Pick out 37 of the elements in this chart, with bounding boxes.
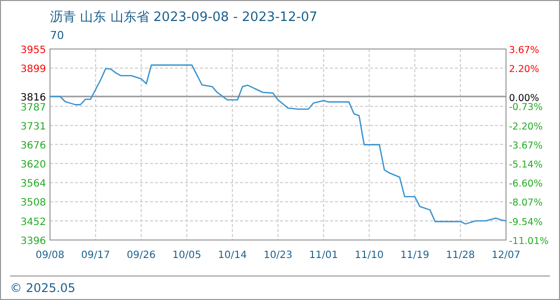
y-tick-label: 3787 xyxy=(20,102,46,114)
y-tick-label: 3620 xyxy=(20,159,46,170)
y-tick-label: 3452 xyxy=(20,216,46,228)
y-tick-label: 3396 xyxy=(20,236,46,247)
y2-tick-label: 2.20% xyxy=(509,64,540,76)
x-tick-label: 09/08 xyxy=(36,250,64,261)
y2-tick-label: -3.67% xyxy=(509,140,543,152)
y-tick-label: 3564 xyxy=(20,178,46,190)
y-tick-label: 3816 xyxy=(20,92,46,104)
y2-tick-label: -0.73% xyxy=(509,102,543,114)
chart-title: 沥青 山东 山东省 2023-09-08 - 2023-12-07 xyxy=(50,10,318,25)
y-tick-label: 3899 xyxy=(20,64,46,76)
y-tick-label: 3676 xyxy=(20,140,46,152)
y-tick-label: 3508 xyxy=(20,198,46,209)
x-tick-label: 11/19 xyxy=(400,250,430,261)
x-tick-label: 10/14 xyxy=(218,250,247,261)
y-axis-title: 70 xyxy=(50,29,64,42)
y2-tick-label: -8.07% xyxy=(509,198,543,209)
y2-tick-label: -11.01% xyxy=(509,236,549,247)
x-tick-label: 10/05 xyxy=(172,250,202,261)
x-tick-label: 11/28 xyxy=(446,250,475,261)
x-tick-label: 11/10 xyxy=(354,250,384,261)
y2-tick-label: -5.14% xyxy=(509,160,543,171)
x-tick-label: 09/26 xyxy=(126,250,156,261)
y2-tick-label: -9.54% xyxy=(509,216,543,228)
y2-tick-label: -6.60% xyxy=(509,178,543,190)
y2-tick-label: -2.20% xyxy=(509,121,543,132)
x-tick-label: 09/17 xyxy=(81,250,110,261)
x-tick-label: 10/23 xyxy=(264,250,292,261)
x-tick-label: 11/01 xyxy=(309,250,338,261)
y-tick-label: 3955 xyxy=(20,45,46,56)
y-tick-label: 3731 xyxy=(20,122,46,133)
line-series xyxy=(49,64,507,225)
y2-tick-label: 3.67% xyxy=(509,45,540,56)
x-tick-label: 12/07 xyxy=(492,250,520,261)
text: © 2025.05 xyxy=(10,281,76,295)
y2-tick-label: 0.00% xyxy=(509,92,540,104)
